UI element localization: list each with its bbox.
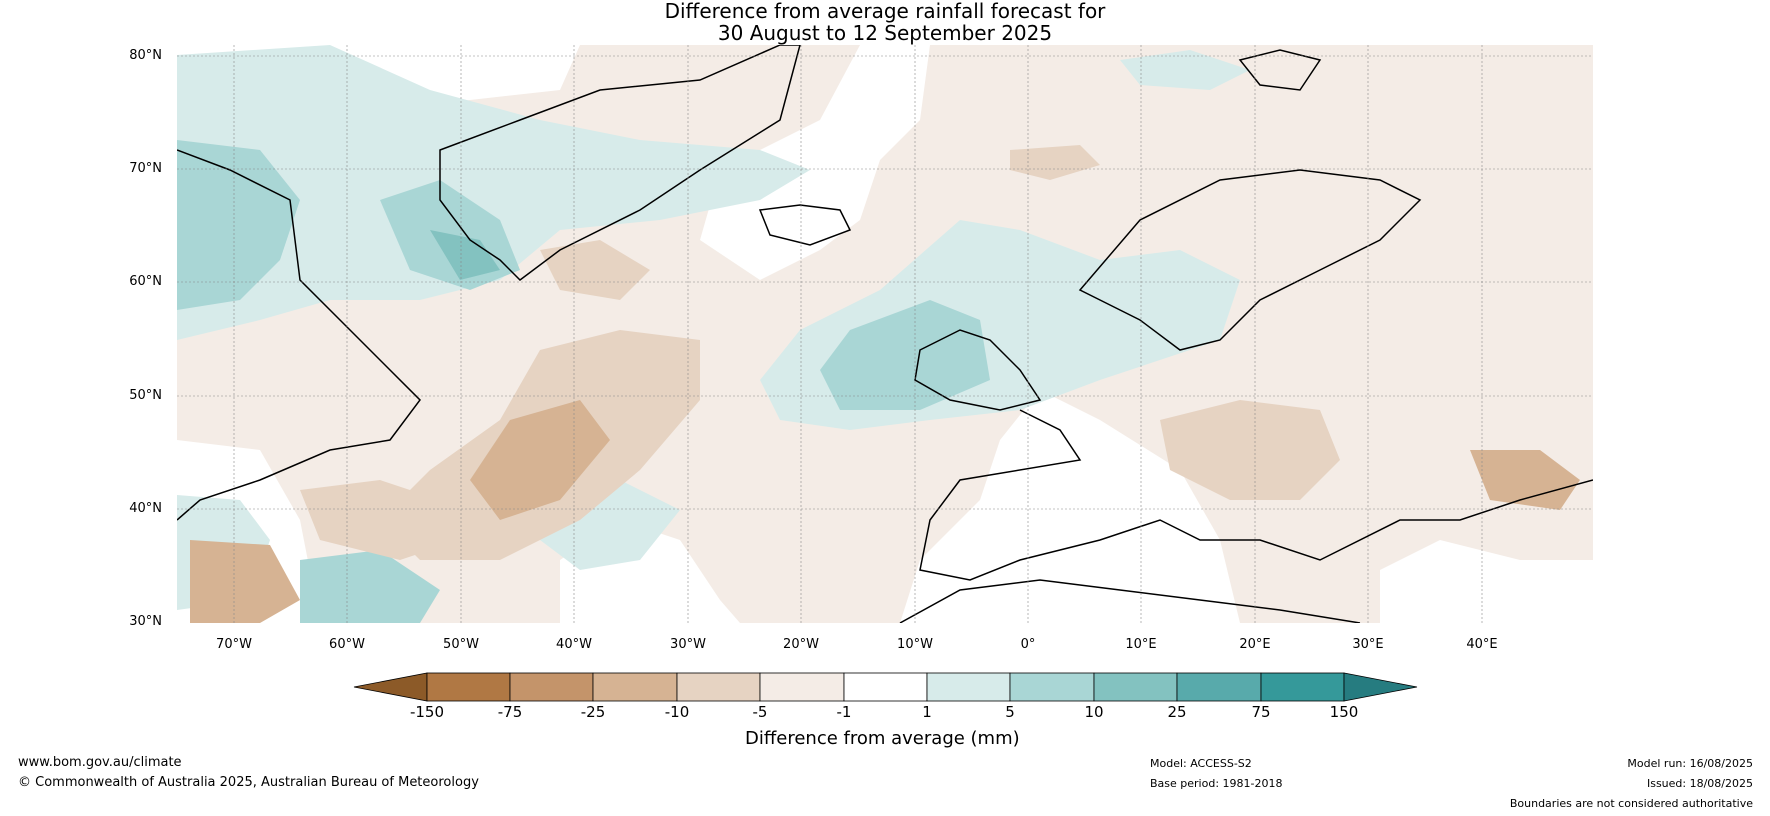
- colorbar-bin: [592, 672, 678, 702]
- anomaly-near-zero-region: [700, 45, 930, 280]
- anomaly-wet-region: [430, 230, 500, 280]
- colorbar-bin: [926, 672, 1011, 702]
- colorbar-tick-label: 150: [1329, 703, 1359, 721]
- lat-label-30n: 30°N: [129, 614, 162, 629]
- colorbar-bin: [759, 672, 845, 702]
- colorbar-tick-label: 10: [1084, 703, 1104, 721]
- lon-label-30w: 30°W: [670, 637, 706, 652]
- anomaly-dry-region: [1470, 450, 1580, 510]
- colorbar-bin: [509, 672, 594, 702]
- colorbar-bin: [1176, 672, 1262, 702]
- colorbar-tick-label: 5: [1005, 703, 1015, 721]
- scandinavia-coastline: [1078, 169, 1422, 351]
- anomaly-near-zero-region: [900, 390, 1240, 623]
- footer-copyright: © Commonwealth of Australia 2025, Austra…: [18, 775, 479, 790]
- lon-label-50w: 50°W: [443, 637, 479, 652]
- lon-label-70w: 70°W: [216, 637, 252, 652]
- british-isles-coastline: [914, 329, 1042, 411]
- colorbar-tick-label: -1: [836, 703, 852, 721]
- anomaly-wet-region: [177, 140, 300, 310]
- lon-label-10w: 10°W: [897, 637, 933, 652]
- colorbar-bin: [426, 672, 511, 702]
- colorbar-bin: [1009, 672, 1095, 702]
- colorbar: [353, 672, 1418, 702]
- anomaly-wet-region: [300, 550, 440, 623]
- iceland-coastline: [758, 204, 852, 246]
- map-gridlines: [177, 45, 1593, 623]
- anomaly-wet-region: [177, 45, 810, 340]
- lon-label-0: 0°: [1020, 637, 1036, 652]
- colorbar-tick-label: -150: [409, 703, 445, 721]
- europe-coastline: [919, 409, 1593, 581]
- anomaly-dry-region: [300, 480, 460, 560]
- anomaly-wet-region: [1120, 50, 1250, 90]
- footer-issued: Issued: 18/08/2025: [1646, 777, 1753, 790]
- lon-label-20e: 20°E: [1239, 637, 1271, 652]
- north-africa-coastline: [899, 579, 1361, 623]
- lat-label-40n: 40°N: [129, 501, 162, 516]
- colorbar-tick-label: -5: [752, 703, 768, 721]
- colorbar-bin: [843, 672, 928, 702]
- footer-model: Model: ACCESS-S2: [1150, 757, 1252, 770]
- lon-label-30e: 30°E: [1352, 637, 1384, 652]
- lat-label-80n: 80°N: [129, 48, 162, 63]
- colorbar-tick-label: 25: [1167, 703, 1187, 721]
- colorbar-extend-high: [1343, 672, 1418, 702]
- colorbar-title: Difference from average (mm): [745, 728, 1020, 749]
- colorbar-extend-low: [353, 672, 428, 702]
- anomaly-dry-region: [190, 540, 300, 623]
- footer-base-period: Base period: 1981-2018: [1150, 777, 1283, 790]
- lat-label-50n: 50°N: [129, 388, 162, 403]
- colorbar-bin: [1260, 672, 1345, 702]
- footer-disclaimer: Boundaries are not considered authoritat…: [1509, 797, 1753, 810]
- svalbard-coastline: [1238, 49, 1322, 91]
- greenland-coastline: [439, 45, 801, 281]
- anomaly-dry-region: [470, 400, 610, 520]
- anomaly-wet-region: [820, 300, 990, 410]
- footer-model-run: Model run: 16/08/2025: [1627, 757, 1753, 770]
- colorbar-tick-label: 1: [922, 703, 932, 721]
- anomaly-dry-region: [1010, 145, 1100, 180]
- map-title-line1: Difference from average rainfall forecas…: [664, 0, 1106, 23]
- colorbar-tick-label: 75: [1251, 703, 1271, 721]
- anomaly-dry-region: [540, 240, 650, 300]
- north-america-coastline: [177, 149, 421, 521]
- lon-label-20w: 20°W: [783, 637, 819, 652]
- lat-label-70n: 70°N: [129, 161, 162, 176]
- lat-label-60n: 60°N: [129, 274, 162, 289]
- lon-label-10e: 10°E: [1125, 637, 1157, 652]
- colorbar-bin: [676, 672, 761, 702]
- colorbar-tick-label: -25: [580, 703, 606, 721]
- anomaly-dry-region: [1160, 400, 1340, 500]
- footer-website: www.bom.gov.au/climate: [18, 755, 182, 770]
- lon-label-40e: 40°E: [1466, 637, 1498, 652]
- lon-label-60w: 60°W: [329, 637, 365, 652]
- anomaly-near-zero-region: [1380, 540, 1593, 623]
- lon-label-40w: 40°W: [556, 637, 592, 652]
- colorbar-tick-label: -10: [664, 703, 690, 721]
- colorbar-bin: [1093, 672, 1178, 702]
- map-title-line2: 30 August to 12 September 2025: [717, 21, 1053, 45]
- colorbar-tick-label: -75: [497, 703, 523, 721]
